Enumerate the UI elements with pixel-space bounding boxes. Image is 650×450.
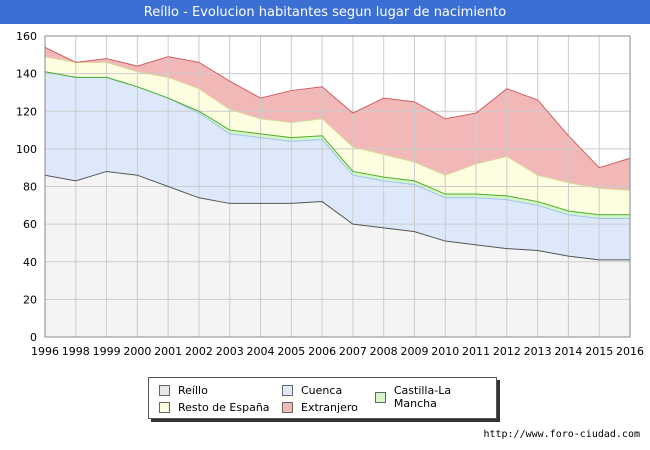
x-tick-label: 2008 [370, 345, 398, 358]
x-tick-label: 2011 [462, 345, 490, 358]
y-tick-label: 120 [16, 105, 37, 118]
x-tick-label: 1998 [62, 345, 90, 358]
legend-label: Resto de España [178, 401, 270, 414]
line-re-llo [44, 170, 630, 261]
legend-label: Reíllo [178, 384, 208, 397]
line-extranjero [44, 46, 631, 169]
line-resto-de-espa-a [44, 56, 631, 191]
x-tick-label: 2000 [123, 345, 151, 358]
x-tick-label: 2013 [524, 345, 552, 358]
source-link[interactable]: http://www.foro-ciudad.com [483, 429, 640, 440]
x-tick-label: 2003 [216, 345, 244, 358]
legend-item-cuenca: Cuenca [282, 384, 342, 397]
legend-item-castilla: Castilla-La Mancha [375, 384, 496, 410]
legend: Reíllo Cuenca Castilla-La Mancha Resto d… [148, 377, 497, 419]
legend-item-resto: Resto de España [159, 401, 270, 414]
y-tick-label: 40 [23, 256, 37, 269]
chart-title: Reíllo - Evolucion habitantes segun luga… [0, 0, 650, 24]
x-tick-label: 2006 [308, 345, 336, 358]
y-tick-label: 140 [16, 68, 37, 81]
x-tick-label: 2014 [554, 345, 582, 358]
plot-frame [44, 35, 631, 338]
x-tick-label: 2009 [400, 345, 428, 358]
x-tick-label: 2010 [431, 345, 459, 358]
y-tick-label: 80 [23, 181, 37, 194]
y-tick-label: 60 [23, 218, 37, 231]
x-tick-label: 2016 [616, 345, 644, 358]
y-tick-label: 100 [16, 143, 37, 156]
area-resto-de-espa-a [45, 56, 630, 215]
legend-swatch-cuenca [282, 385, 293, 396]
legend-swatch-castilla [375, 391, 386, 403]
legend-swatch-extranjero [282, 402, 293, 413]
legend-label: Cuenca [301, 384, 343, 397]
y-tick-label: 160 [16, 30, 37, 43]
x-tick-label: 2002 [185, 345, 213, 358]
legend-swatch-resto [159, 402, 170, 413]
legend-swatch-reillo [159, 385, 170, 396]
x-tick-label: 2004 [247, 345, 275, 358]
x-tick-label: 2001 [154, 345, 182, 358]
legend-item-reillo: Reíllo [159, 384, 208, 397]
x-tick-label: 2015 [585, 345, 613, 358]
area-cuenca [45, 71, 630, 260]
x-tick-label: 1999 [93, 345, 121, 358]
area-re-llo [45, 171, 630, 337]
legend-item-extranjero: Extranjero [282, 401, 358, 414]
x-tick-label: 2005 [277, 345, 305, 358]
x-tick-label: 2012 [493, 345, 521, 358]
area-extranjero [45, 47, 630, 191]
x-tick-label: 1996 [31, 345, 59, 358]
legend-label: Extranjero [301, 401, 358, 414]
legend-label: Castilla-La Mancha [393, 384, 452, 410]
x-tick-label: 2007 [339, 345, 367, 358]
y-tick-label: 0 [30, 331, 37, 344]
line-castilla-la-mancha [44, 71, 630, 216]
y-tick-label: 20 [23, 293, 37, 306]
